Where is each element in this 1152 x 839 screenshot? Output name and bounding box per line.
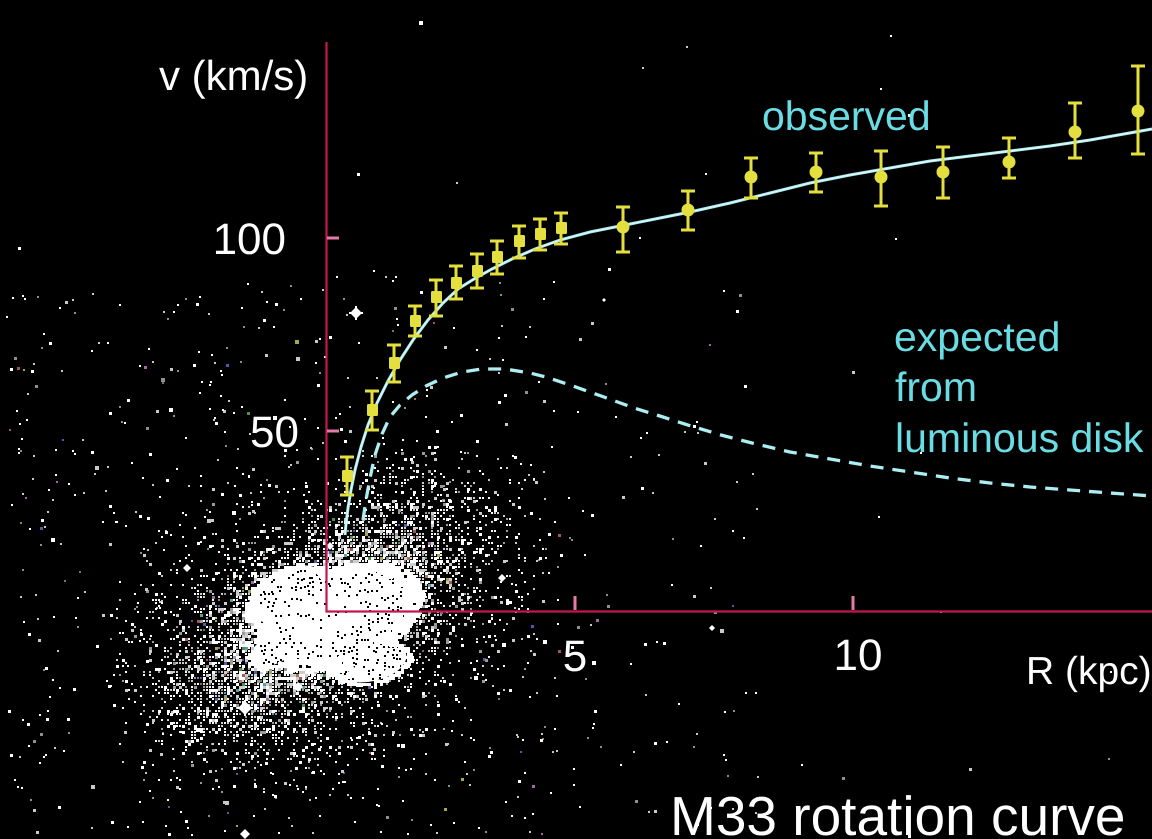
svg-text:M33 rotation curve: M33 rotation curve (670, 785, 1126, 839)
svg-text:observed: observed (762, 93, 931, 139)
svg-text:luminous disk: luminous disk (895, 415, 1144, 461)
svg-text:100: 100 (213, 215, 286, 264)
svg-text:5: 5 (563, 632, 587, 681)
svg-text:expected: expected (894, 314, 1060, 360)
svg-text:10: 10 (834, 631, 883, 680)
svg-text:50: 50 (250, 408, 299, 457)
svg-text:from: from (895, 364, 977, 410)
svg-text:v (km/s): v (km/s) (159, 52, 308, 99)
svg-text:R (kpc): R (kpc) (1026, 650, 1152, 693)
